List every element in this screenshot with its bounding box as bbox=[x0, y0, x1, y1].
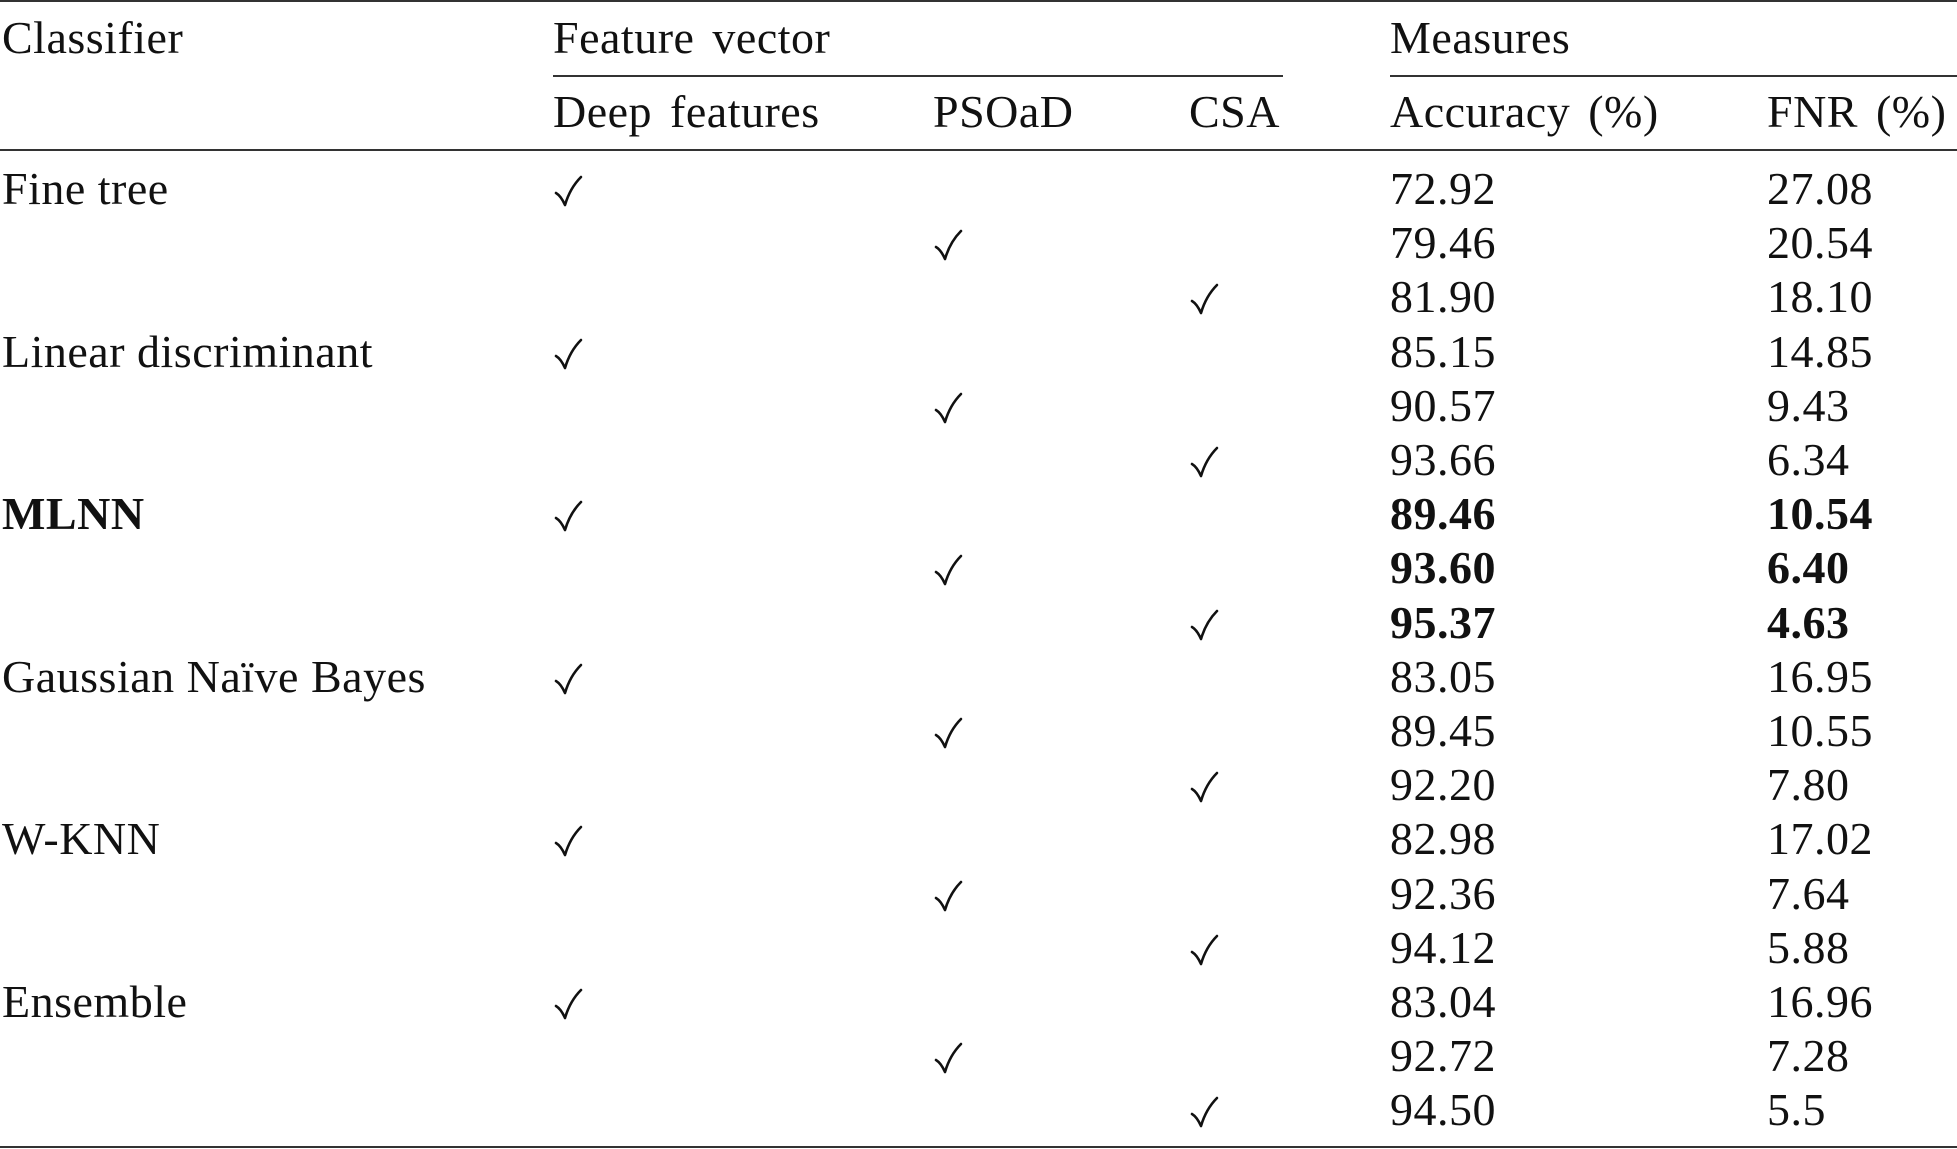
feature-vector-underline bbox=[553, 75, 1283, 77]
fnr-value: 18.10 bbox=[1767, 271, 1873, 322]
fnr-value: 7.64 bbox=[1767, 868, 1850, 919]
fnr-value: 5.88 bbox=[1767, 922, 1850, 973]
fnr-value: 6.34 bbox=[1767, 434, 1850, 485]
header-psoad: PSOaD bbox=[933, 86, 1074, 137]
check-mark-icon bbox=[933, 879, 963, 913]
accuracy-value: 85.15 bbox=[1390, 326, 1496, 377]
check-mark-icon bbox=[933, 228, 963, 262]
header-accuracy: Accuracy (%) bbox=[1390, 86, 1659, 137]
classifier-name: Fine tree bbox=[2, 163, 169, 214]
accuracy-value: 72.92 bbox=[1390, 163, 1496, 214]
accuracy-value: 92.72 bbox=[1390, 1030, 1496, 1081]
header-csa: CSA bbox=[1189, 86, 1280, 137]
check-mark-icon bbox=[553, 987, 583, 1021]
accuracy-value: 89.45 bbox=[1390, 705, 1496, 756]
fnr-value: 10.55 bbox=[1767, 705, 1873, 756]
check-mark-icon bbox=[1189, 933, 1219, 967]
classifier-name: Linear discriminant bbox=[2, 326, 373, 377]
accuracy-value: 82.98 bbox=[1390, 813, 1496, 864]
fnr-value: 16.95 bbox=[1767, 651, 1873, 702]
check-mark-icon bbox=[1189, 282, 1219, 316]
check-mark-icon bbox=[933, 391, 963, 425]
fnr-value: 17.02 bbox=[1767, 813, 1873, 864]
check-mark-icon bbox=[1189, 445, 1219, 479]
accuracy-value: 93.66 bbox=[1390, 434, 1496, 485]
fnr-value: 10.54 bbox=[1767, 488, 1873, 539]
accuracy-value: 83.05 bbox=[1390, 651, 1496, 702]
accuracy-value: 94.50 bbox=[1390, 1084, 1496, 1135]
check-mark-icon bbox=[1189, 1095, 1219, 1129]
accuracy-value: 79.46 bbox=[1390, 217, 1496, 268]
accuracy-value: 81.90 bbox=[1390, 271, 1496, 322]
check-mark-icon bbox=[1189, 770, 1219, 804]
classifier-name: Gaussian Naïve Bayes bbox=[2, 651, 426, 702]
accuracy-value: 83.04 bbox=[1390, 976, 1496, 1027]
fnr-value: 16.96 bbox=[1767, 976, 1873, 1027]
measures-underline bbox=[1390, 75, 1957, 77]
classifier-name: W-KNN bbox=[2, 813, 161, 864]
header-classifier: Classifier bbox=[2, 12, 184, 63]
check-mark-icon bbox=[553, 499, 583, 533]
fnr-value: 4.63 bbox=[1767, 597, 1850, 648]
check-mark-icon bbox=[933, 1041, 963, 1075]
check-mark-icon bbox=[1189, 608, 1219, 642]
accuracy-value: 90.57 bbox=[1390, 380, 1496, 431]
check-mark-icon bbox=[553, 337, 583, 371]
top-rule bbox=[0, 0, 1957, 2]
accuracy-value: 92.36 bbox=[1390, 868, 1496, 919]
fnr-value: 7.80 bbox=[1767, 759, 1850, 810]
header-feature-vector: Feature vector bbox=[553, 12, 831, 63]
header-bottom-rule bbox=[0, 149, 1957, 151]
fnr-value: 7.28 bbox=[1767, 1030, 1850, 1081]
header-deep-features: Deep features bbox=[553, 86, 820, 137]
fnr-value: 9.43 bbox=[1767, 380, 1850, 431]
accuracy-value: 94.12 bbox=[1390, 922, 1496, 973]
check-mark-icon bbox=[553, 662, 583, 696]
header-measures: Measures bbox=[1390, 12, 1571, 63]
accuracy-value: 93.60 bbox=[1390, 542, 1496, 593]
fnr-value: 20.54 bbox=[1767, 217, 1873, 268]
bottom-rule bbox=[0, 1146, 1957, 1148]
check-mark-icon bbox=[553, 174, 583, 208]
accuracy-value: 92.20 bbox=[1390, 759, 1496, 810]
classifier-name: MLNN bbox=[2, 488, 145, 539]
fnr-value: 14.85 bbox=[1767, 326, 1873, 377]
header-fnr: FNR (%) bbox=[1767, 86, 1947, 137]
check-mark-icon bbox=[553, 824, 583, 858]
fnr-value: 6.40 bbox=[1767, 542, 1850, 593]
check-mark-icon bbox=[933, 553, 963, 587]
fnr-value: 27.08 bbox=[1767, 163, 1873, 214]
fnr-value: 5.5 bbox=[1767, 1084, 1826, 1135]
accuracy-value: 95.37 bbox=[1390, 597, 1496, 648]
classifier-name: Ensemble bbox=[2, 976, 188, 1027]
accuracy-value: 89.46 bbox=[1390, 488, 1496, 539]
check-mark-icon bbox=[933, 716, 963, 750]
